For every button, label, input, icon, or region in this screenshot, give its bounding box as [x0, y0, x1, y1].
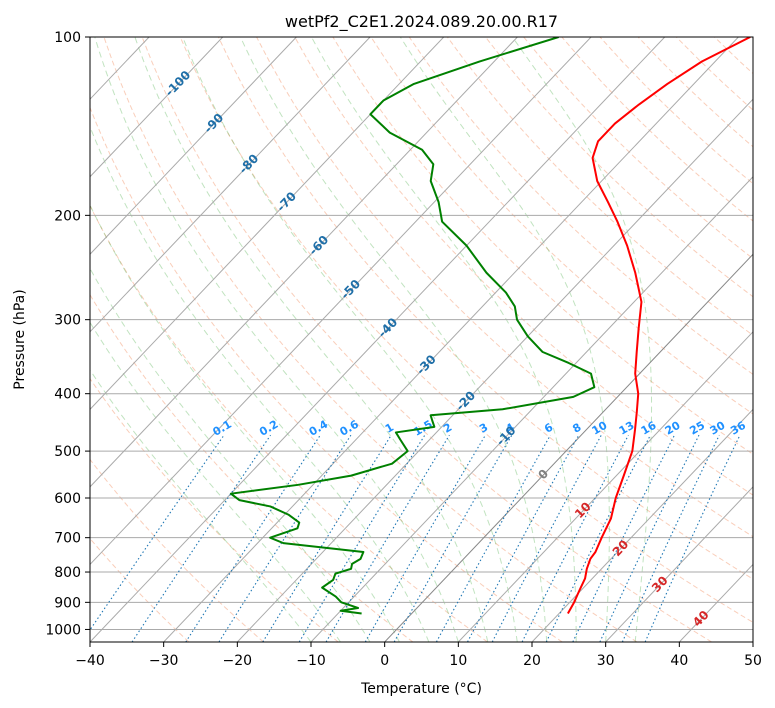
dry-adiabat — [485, 37, 753, 298]
isotherm-line — [236, 98, 753, 642]
isotherm-line — [163, 37, 739, 642]
isotherm-line — [90, 37, 224, 178]
y-tick-label: 400 — [54, 387, 81, 403]
moist-adiabat — [511, 37, 653, 642]
x-tick-label: 20 — [523, 653, 541, 669]
dry-adiabat — [408, 37, 753, 375]
x-tick-label: 30 — [597, 653, 615, 669]
dry-adiabat — [370, 37, 753, 415]
x-tick-label: 0 — [380, 653, 389, 669]
isotherm-line — [310, 176, 753, 642]
dry-adiabat — [294, 37, 753, 496]
x-tick-label: −30 — [149, 653, 179, 669]
x-tick-label: −20 — [223, 653, 253, 669]
mixing-ratio-line — [185, 434, 321, 642]
y-tick-label: 700 — [54, 531, 81, 547]
moist-adiabat — [239, 37, 548, 642]
isotherm-line — [457, 331, 753, 642]
background-lines — [90, 37, 753, 642]
moist-adiabat — [90, 267, 371, 642]
mixing-ratio-line — [467, 434, 580, 642]
y-tick-label: 800 — [54, 565, 81, 581]
sounding-profiles — [229, 37, 751, 615]
moist-adiabat — [90, 203, 400, 642]
mixing-ratio-line — [435, 434, 551, 642]
mixing-ratio-line — [218, 434, 352, 642]
mixing-ratio-line — [262, 434, 392, 642]
isotherm-line — [90, 37, 297, 256]
x-tick-label: 10 — [449, 653, 467, 669]
moist-adiabat — [399, 37, 610, 642]
dry-adiabat — [103, 37, 638, 642]
mixing-ratio-line — [545, 434, 651, 642]
x-tick-label: 40 — [670, 653, 688, 669]
x-tick-label: 50 — [744, 653, 762, 669]
mixing-ratio-line — [572, 434, 675, 642]
y-tick-label: 200 — [54, 208, 81, 224]
y-tick-label: 600 — [54, 491, 81, 507]
mixing-ratio-line — [393, 434, 513, 642]
y-tick-label: 100 — [54, 30, 81, 46]
dry-adiabat — [179, 37, 753, 623]
dewpoint-profile-line — [229, 37, 596, 615]
mixing-ratio-line — [90, 434, 225, 631]
isotherm-line — [90, 37, 445, 411]
mixing-ratio-line — [298, 434, 426, 642]
y-tick-label: 900 — [54, 595, 81, 611]
dry-adiabat — [90, 106, 563, 642]
x-tick-label: −10 — [296, 653, 326, 669]
isotherm-line — [90, 37, 592, 566]
y-tick-label: 500 — [54, 444, 81, 460]
isotherm-line — [90, 37, 518, 488]
moist-adiabat — [94, 37, 459, 642]
isotherm-line — [531, 408, 753, 642]
moist-adiabat — [134, 37, 489, 642]
chart-title: wetPf2_C2E1.2024.089.20.00.R17 — [285, 12, 558, 32]
dry-adiabat — [90, 204, 488, 642]
moist-adiabat — [90, 321, 341, 642]
mixing-ratio-line — [364, 434, 486, 642]
isotherm-line — [90, 37, 666, 642]
y-axis-title: Pressure (hPa) — [12, 289, 28, 389]
isotherm-line — [90, 37, 371, 333]
moist-adiabat — [182, 37, 518, 642]
isotherm-line — [605, 486, 753, 642]
dry-adiabat — [90, 537, 190, 642]
x-axis-title: Temperature (°C) — [360, 681, 482, 697]
plot-frame — [89, 36, 754, 643]
x-tick-label: −40 — [75, 653, 105, 669]
y-tick-label: 300 — [54, 313, 81, 329]
moist-adiabat — [90, 125, 430, 642]
dry-adiabat — [141, 37, 712, 642]
dry-adiabat — [90, 458, 264, 642]
temperature-profile-line — [567, 37, 751, 615]
mixing-ratio-line — [521, 434, 629, 642]
isotherm-line — [384, 253, 753, 642]
dry-adiabat — [217, 37, 753, 580]
axes: −40 −30 −20 −10 0 10 20 30 40 50 100 200 300 400 500 60… — [45, 30, 762, 669]
y-tick-label: 1000 — [45, 622, 81, 638]
mixing-ratio-line — [325, 434, 450, 642]
